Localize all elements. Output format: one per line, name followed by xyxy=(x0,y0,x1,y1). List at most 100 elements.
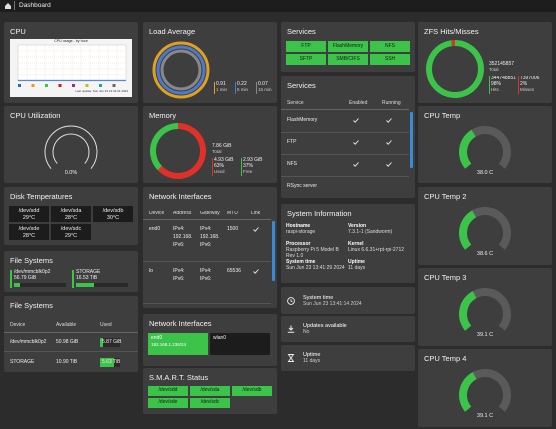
smart-tile[interactable]: /dev/sdc xyxy=(190,398,230,408)
row-rule xyxy=(143,303,271,304)
gauge-outline xyxy=(44,125,98,170)
service-name: SSH xyxy=(384,56,396,62)
smart-device: /dev/sda xyxy=(200,387,220,393)
home-icon[interactable] xyxy=(4,2,12,10)
mini-value: No xyxy=(303,329,310,335)
service-tile[interactable]: SFTP xyxy=(286,54,326,65)
legend-accent xyxy=(489,76,490,94)
tile-accent xyxy=(10,270,12,288)
info-value: 7.3.1-1 (Sandworm) xyxy=(348,229,393,235)
check xyxy=(253,227,259,232)
nic-name: end0 xyxy=(151,335,163,341)
legend-accent xyxy=(235,82,236,94)
service-tile[interactable]: FlashMemory xyxy=(328,41,368,52)
nic-tile[interactable]: wlan0 xyxy=(210,333,270,355)
fs-available: 50.98 GiB xyxy=(56,339,79,345)
check xyxy=(353,118,359,123)
zfs-pct: 2% xyxy=(520,81,528,87)
tile-accent xyxy=(72,270,74,288)
usage-bar-fill xyxy=(76,283,94,287)
cpu-temp-card: CPU Temp 3 39.1 C xyxy=(418,268,552,346)
fs-available: 10.90 TiB xyxy=(56,359,78,365)
legend-swatch xyxy=(85,84,89,87)
check xyxy=(386,118,392,123)
column-header: Enabled xyxy=(349,100,368,106)
clock-face xyxy=(287,296,295,305)
card-title: S.M.A.R.T. Status xyxy=(149,373,209,382)
gauge xyxy=(459,126,511,169)
smart-tile[interactable]: /dev/sda xyxy=(190,386,230,396)
used-bar-fill xyxy=(100,338,103,347)
fs-device: STORAGE xyxy=(10,359,35,365)
check-icon xyxy=(386,118,392,123)
smart-device: /dev/sdd xyxy=(158,387,178,393)
cpu-temp-card: CPU Temp 2 38.6 C xyxy=(418,187,552,265)
legend-swatch xyxy=(112,84,116,87)
info-value: raspi-storage xyxy=(286,229,316,235)
nic-gateway: IPv4: xyxy=(200,226,212,232)
service-tile[interactable]: SMB/CIFS xyxy=(328,54,368,65)
check-icon xyxy=(353,118,359,123)
gauge-value: 39.1 C xyxy=(476,332,494,338)
disk-temp: 28°C xyxy=(22,233,36,239)
card-title: CPU Temp 4 xyxy=(424,354,467,363)
service-tile[interactable]: SSH xyxy=(370,54,410,65)
card-title: CPU Utilization xyxy=(10,111,61,120)
gauge-value: 38.6 C xyxy=(476,251,494,257)
download-icon xyxy=(287,325,295,333)
disk-temp: 30°C xyxy=(106,215,120,221)
disk-temp-tile: /dev/sdd 29°C xyxy=(9,206,49,222)
smart-tile[interactable]: /dev/sde xyxy=(148,398,188,408)
zfs-label: Misses xyxy=(520,87,535,92)
disk-device: /dev/sdb xyxy=(102,208,124,214)
check xyxy=(386,162,392,167)
row-rule xyxy=(4,351,138,352)
gauge-fill xyxy=(459,129,476,169)
memory-card: Memory 7.86 GiB Total 4.93 GiB 63% Used 2.93 G… xyxy=(143,106,277,183)
gauge-value: 0.0% xyxy=(64,170,78,176)
legend-swatch xyxy=(31,84,35,87)
column-header: Running xyxy=(382,100,401,106)
used-bar-fill xyxy=(100,358,114,367)
service-tile[interactable]: FTP xyxy=(286,41,326,52)
service-tile[interactable]: NFS xyxy=(370,41,410,52)
smart-device: /dev/sdc xyxy=(200,399,220,405)
card-title: CPU Temp 2 xyxy=(424,192,467,201)
gauge xyxy=(459,288,511,331)
smart-tile[interactable]: /dev/sdb xyxy=(232,386,272,396)
fs-device: /dev/mmcblk0p2 xyxy=(10,339,47,345)
memory-total: 7.86 GiB xyxy=(212,143,232,149)
nic-device: lo xyxy=(149,268,153,274)
check xyxy=(353,140,359,145)
system-time-card: System time Sun Jun 23 13:41:14 2024 xyxy=(281,287,415,314)
service-name: FTP xyxy=(287,139,297,145)
services-table-card: Services Service Enabled Running FlashMemory… xyxy=(281,76,415,198)
smart-tile[interactable]: /dev/sdd xyxy=(148,386,188,396)
card-title: System Information xyxy=(287,209,352,218)
card-title: ZFS Hits/Misses xyxy=(424,27,479,36)
disk-device: /dev/sda xyxy=(60,208,82,214)
header-rule xyxy=(143,219,271,220)
nic-gateway: IPv6: xyxy=(200,242,212,248)
info-label: Processor xyxy=(286,241,311,247)
card-title: Load Average xyxy=(149,27,196,36)
card-title: Services xyxy=(287,81,316,90)
check-icon xyxy=(253,269,259,274)
gauge-fill xyxy=(459,291,477,331)
info-value: Sun Jun 23 13:41:29 2024 xyxy=(286,265,345,271)
check xyxy=(353,162,359,167)
check-icon xyxy=(386,140,392,145)
card-title: Network Interfaces xyxy=(149,319,212,328)
disk-temp-tile: /dev/sda 28°C xyxy=(51,206,91,222)
nic-tile[interactable]: end0 192.168.1.236/24 xyxy=(148,333,208,355)
info-label: Uptime xyxy=(348,259,365,265)
network-interfaces-table-card: Network Interfaces Device Address Gateway MT… xyxy=(143,187,277,308)
cpu-chart: CPU usage - by hour Last update: Sun Jun … xyxy=(10,39,132,97)
zfs-total-label: Total xyxy=(489,67,499,72)
info-label: Kernel xyxy=(348,241,364,247)
nic-address: IPv4: xyxy=(173,226,185,232)
zfs-count: 344748851 xyxy=(491,76,517,81)
legend-accent xyxy=(256,82,257,94)
info-label: Hostname xyxy=(286,223,311,229)
